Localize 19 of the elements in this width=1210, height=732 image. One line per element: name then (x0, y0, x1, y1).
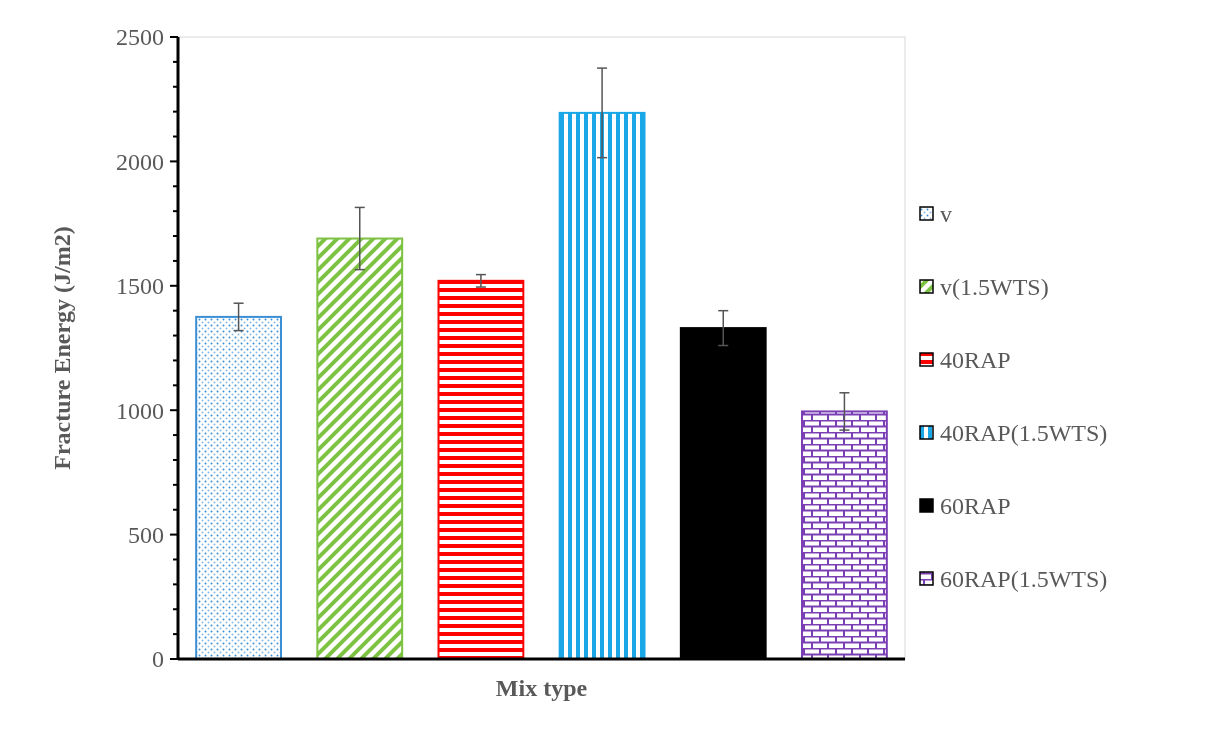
legend-label: v (940, 201, 952, 228)
bar (437, 279, 525, 660)
y-axis-title: Fracture Energy (J/m2) (49, 226, 75, 470)
y-tick-label: 1000 (116, 397, 164, 424)
legend-label: v(1.5WTS) (940, 274, 1049, 301)
bar (558, 111, 646, 660)
y-tick-label: 500 (128, 522, 164, 548)
x-axis-title: Mix type (495, 675, 588, 701)
bar (801, 410, 888, 660)
y-tick-label: 0 (152, 646, 164, 673)
bar (195, 315, 282, 660)
y-tick-label: 1500 (116, 273, 164, 300)
legend-label: 40RAP(1.5WTS) (940, 420, 1108, 447)
y-tick-label: 2500 (116, 24, 164, 51)
legend-label: 60RAP (940, 493, 1011, 520)
legend-label: 60RAP(1.5WTS) (940, 566, 1108, 593)
bar (316, 237, 404, 660)
y-tick-label: 2000 (116, 148, 164, 175)
legend-label: 40RAP (940, 347, 1011, 374)
